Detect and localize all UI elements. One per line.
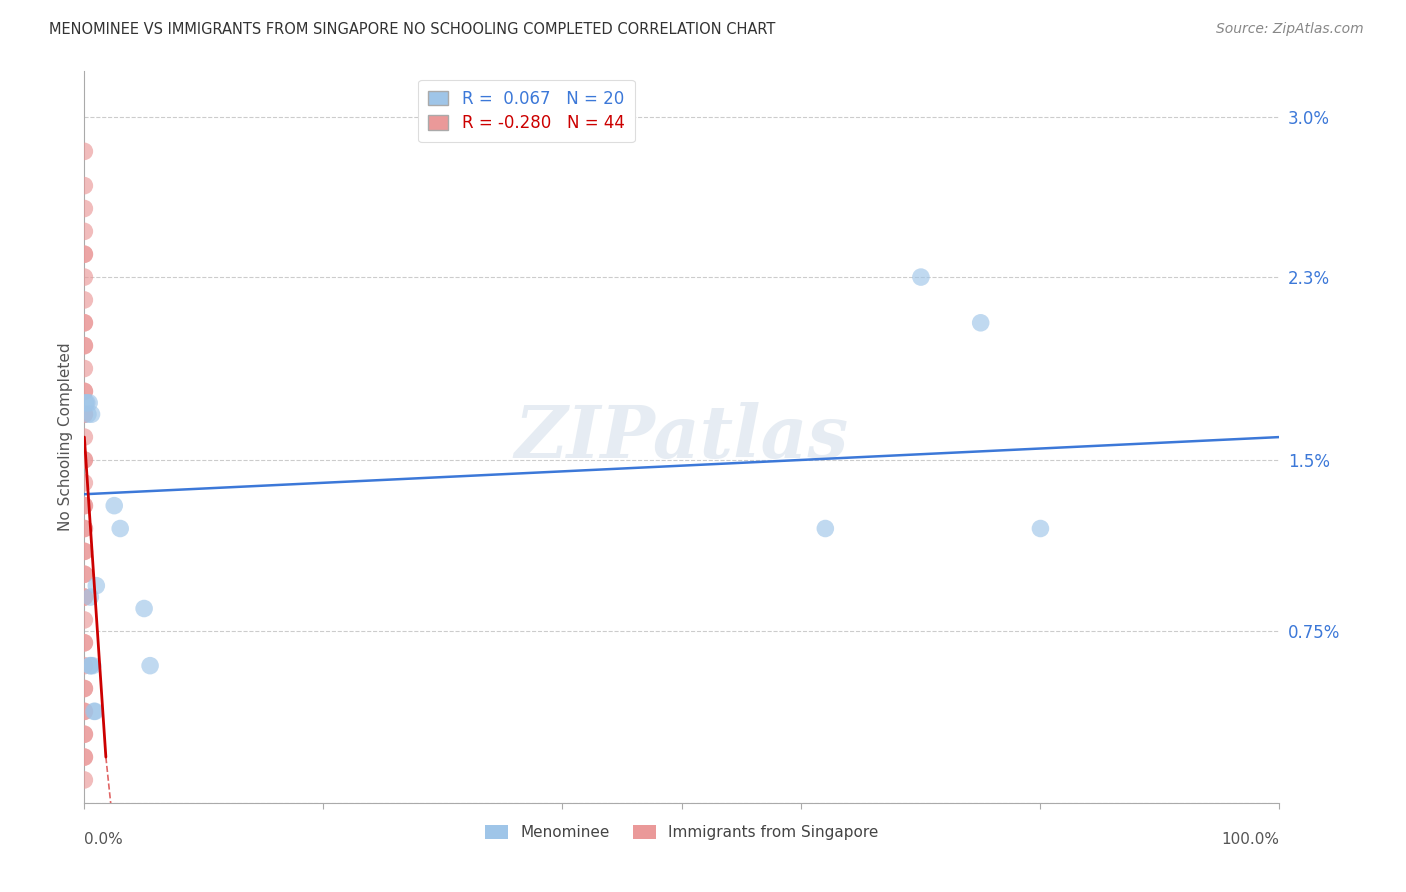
Point (73, 338, 96, 352)
Point (73, 430, 96, 444)
Point (79, 658, 101, 673)
Point (73, 407, 96, 421)
Point (970, 316, 993, 330)
Point (73, 384, 96, 399)
Point (73, 750, 96, 764)
Point (103, 499, 125, 513)
Point (73, 145, 96, 159)
Point (75, 396, 97, 410)
Point (86, 579, 108, 593)
Point (139, 658, 162, 673)
Point (73, 316, 96, 330)
Point (73, 475, 96, 490)
Point (80, 407, 103, 421)
Point (77, 407, 100, 421)
Point (73, 567, 96, 582)
Text: 100.0%: 100.0% (1222, 832, 1279, 847)
Point (73, 590, 96, 604)
Point (73, 750, 96, 764)
Point (73, 681, 96, 696)
Point (73, 224, 96, 238)
Text: MENOMINEE VS IMMIGRANTS FROM SINGAPORE NO SCHOOLING COMPLETED CORRELATION CHART: MENOMINEE VS IMMIGRANTS FROM SINGAPORE N… (49, 22, 776, 37)
Point (73, 521, 96, 535)
Point (73, 567, 96, 582)
Point (76, 396, 98, 410)
Point (73, 499, 96, 513)
Y-axis label: No Schooling Completed: No Schooling Completed (58, 343, 73, 532)
Point (910, 270, 932, 285)
Point (73, 636, 96, 650)
Point (83, 705, 105, 719)
Point (73, 338, 96, 352)
Point (77, 396, 100, 410)
Point (79, 658, 101, 673)
Point (132, 601, 156, 615)
Text: Source: ZipAtlas.com: Source: ZipAtlas.com (1216, 22, 1364, 37)
Point (73, 590, 96, 604)
Point (73, 499, 96, 513)
Point (73, 270, 96, 285)
Point (73, 316, 96, 330)
Point (73, 453, 96, 467)
Point (73, 705, 96, 719)
Point (73, 202, 96, 216)
Point (73, 636, 96, 650)
Text: ZIPatlas: ZIPatlas (515, 401, 849, 473)
Point (73, 544, 96, 558)
Point (73, 247, 96, 261)
Point (73, 407, 96, 421)
Point (73, 178, 96, 193)
Point (73, 453, 96, 467)
Point (1029, 521, 1052, 535)
Point (73, 544, 96, 558)
Point (82, 658, 104, 673)
Point (110, 521, 132, 535)
Point (73, 658, 96, 673)
Point (73, 727, 96, 741)
Point (84, 705, 107, 719)
Point (73, 361, 96, 376)
Point (73, 727, 96, 741)
Point (73, 613, 96, 627)
Point (79, 590, 101, 604)
Point (73, 521, 96, 535)
Legend: Menominee, Immigrants from Singapore: Menominee, Immigrants from Singapore (479, 819, 884, 847)
Point (73, 293, 96, 307)
Point (73, 681, 96, 696)
Point (814, 521, 837, 535)
Point (73, 384, 96, 399)
Point (73, 772, 96, 787)
Point (73, 705, 96, 719)
Text: 0.0%: 0.0% (84, 832, 124, 847)
Point (73, 247, 96, 261)
